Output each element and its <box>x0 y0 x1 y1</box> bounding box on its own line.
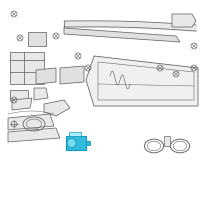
Polygon shape <box>86 141 90 145</box>
Polygon shape <box>10 52 44 84</box>
Polygon shape <box>8 114 54 130</box>
Polygon shape <box>10 90 28 100</box>
Polygon shape <box>28 32 46 46</box>
Polygon shape <box>36 68 56 84</box>
Polygon shape <box>8 128 60 142</box>
Polygon shape <box>172 14 196 27</box>
Polygon shape <box>44 100 70 116</box>
Polygon shape <box>64 28 180 42</box>
Polygon shape <box>164 136 170 146</box>
Polygon shape <box>12 98 32 110</box>
Polygon shape <box>34 88 48 100</box>
Circle shape <box>67 139 76 147</box>
Polygon shape <box>86 56 198 106</box>
Polygon shape <box>69 132 81 136</box>
Polygon shape <box>60 66 84 84</box>
Polygon shape <box>66 136 86 150</box>
